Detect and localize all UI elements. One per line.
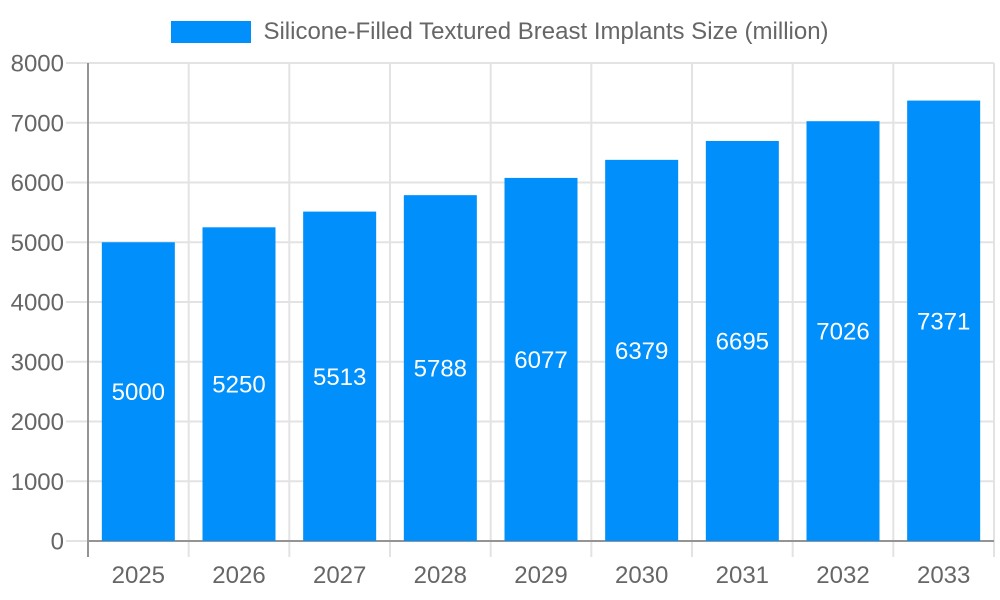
bar-2027[interactable] [303,211,377,541]
bar-2030[interactable] [605,159,679,542]
bar-value-label: 6077 [514,347,567,374]
bar-value-label: 7026 [816,319,869,346]
bar-2026[interactable] [202,227,276,541]
bar-2029[interactable] [504,177,578,542]
x-tick-label: 2027 [313,562,366,589]
bar-value-label: 6379 [615,338,668,365]
x-tick-label: 2031 [716,562,769,589]
y-tick-label: 8000 [11,51,64,78]
bar-value-label: 5788 [414,356,467,383]
bar-value-label: 5513 [313,364,366,391]
bar-2033[interactable] [907,100,981,541]
x-tick-label: 2029 [514,562,567,589]
x-tick-label: 2030 [615,562,668,589]
x-tick-label: 2025 [112,562,165,589]
legend-label: Silicone-Filled Textured Breast Implants… [263,18,829,45]
bar-value-label: 6695 [716,328,769,355]
bar-2032[interactable] [806,121,880,541]
legend-item[interactable]: Silicone-Filled Textured Breast Implants… [0,19,1000,45]
y-tick-label: 1000 [11,469,64,496]
bar-value-label: 7371 [917,308,970,335]
y-tick-label: 4000 [11,290,64,317]
y-tick-label: 5000 [11,230,64,257]
y-tick-label: 7000 [11,110,64,137]
y-tick-label: 0 [51,529,64,556]
bar-2028[interactable] [403,195,477,542]
bar-2025[interactable] [101,242,175,541]
y-tick-label: 3000 [11,349,64,376]
legend-swatch [171,21,252,43]
x-tick-label: 2033 [917,562,970,589]
x-tick-label: 2028 [414,562,467,589]
x-tick-label: 2026 [212,562,265,589]
bar-2031[interactable] [705,140,779,541]
bar-value-label: 5000 [112,379,165,406]
bar-value-label: 5250 [212,372,265,399]
y-tick-label: 2000 [11,409,64,436]
x-tick-label: 2032 [816,562,869,589]
y-tick-label: 6000 [11,170,64,197]
